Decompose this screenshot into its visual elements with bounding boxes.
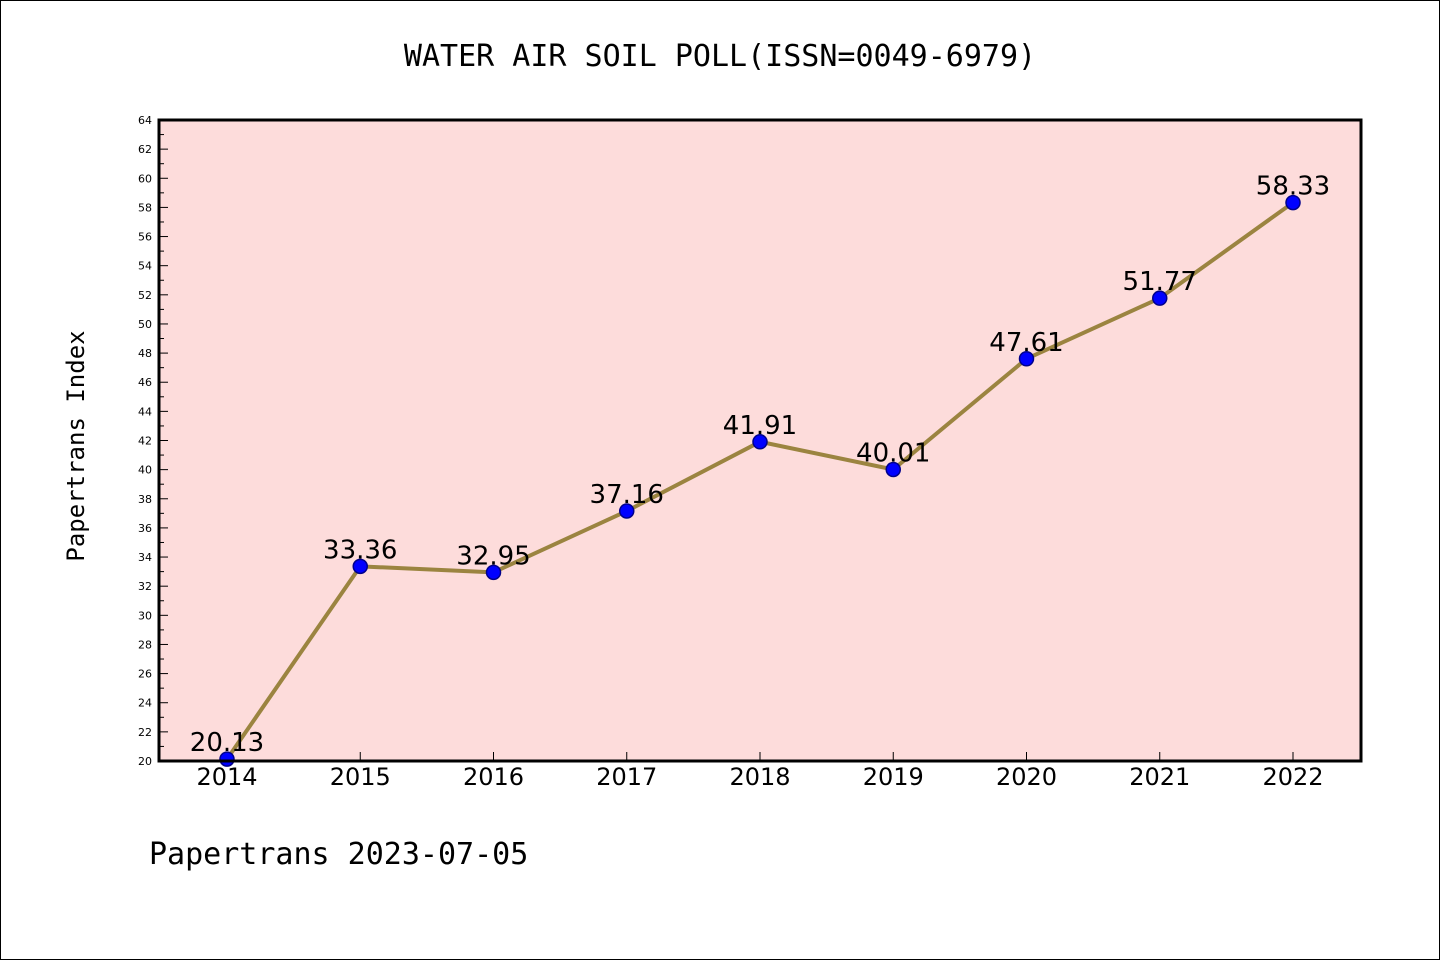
y-tick-label: 22 bbox=[138, 726, 152, 739]
data-point bbox=[1285, 194, 1301, 211]
chart-title: WATER AIR SOIL POLL(ISSN=0049-6979) bbox=[404, 39, 1036, 74]
y-axis-label: Papertrans Index bbox=[62, 330, 90, 561]
y-tick-label: 52 bbox=[138, 289, 152, 302]
y-tick-label: 60 bbox=[138, 172, 152, 185]
x-tick-label: 2014 bbox=[196, 763, 257, 791]
x-tick-label: 2016 bbox=[463, 763, 524, 791]
y-tick-label: 32 bbox=[138, 580, 152, 593]
x-axis: 2014 2015 2016 2017 2018 2019 2020 2021 2022 bbox=[196, 752, 1324, 791]
y-tick-label: 48 bbox=[138, 347, 152, 360]
data-point bbox=[485, 564, 502, 581]
data-label: 41.91 bbox=[723, 411, 797, 441]
data-markers bbox=[219, 194, 1301, 767]
data-labels: 20.13 33.36 32.95 37.16 41.91 40.01 47.61 51.77… bbox=[190, 172, 1330, 759]
y-tick-label: 34 bbox=[138, 551, 152, 564]
y-tick-label: 54 bbox=[138, 260, 152, 273]
y-tick-label: 36 bbox=[138, 522, 152, 535]
y-tick-label: 64 bbox=[138, 114, 152, 127]
x-tick-label: 2015 bbox=[330, 763, 391, 791]
data-label: 58.33 bbox=[1256, 172, 1330, 202]
data-label: 33.36 bbox=[323, 535, 397, 565]
x-tick-label: 2021 bbox=[1129, 763, 1190, 791]
data-label: 51.77 bbox=[1123, 267, 1197, 297]
data-point bbox=[752, 434, 768, 450]
x-tick-label: 2020 bbox=[996, 763, 1057, 791]
data-point bbox=[885, 461, 901, 478]
data-label: 47.61 bbox=[989, 328, 1063, 358]
y-tick-label: 26 bbox=[138, 668, 152, 681]
x-tick-label: 2019 bbox=[863, 763, 924, 791]
y-tick-label: 44 bbox=[138, 405, 152, 418]
data-point bbox=[352, 558, 368, 575]
data-point bbox=[1018, 351, 1035, 367]
x-tick-label: 2018 bbox=[729, 763, 790, 791]
y-tick-label: 42 bbox=[138, 435, 152, 448]
x-tick-label: 2022 bbox=[1262, 763, 1323, 791]
plot-border bbox=[157, 118, 1363, 763]
x-tick-label: 2017 bbox=[596, 763, 657, 791]
y-tick-label: 28 bbox=[138, 638, 152, 651]
y-tick-label: 20 bbox=[138, 755, 152, 768]
data-point bbox=[619, 503, 635, 519]
y-tick-label: 30 bbox=[138, 609, 152, 622]
y-tick-label: 62 bbox=[138, 143, 152, 156]
y-tick-label: 40 bbox=[138, 464, 152, 477]
y-axis: 20 22 24 26 28 30 32 34 36 38 40 42 44 46 48 50 52 54 56 58… bbox=[138, 114, 168, 768]
y-tick-label: 46 bbox=[138, 376, 152, 389]
data-label: 37.16 bbox=[590, 480, 664, 510]
y-tick-label: 50 bbox=[138, 318, 152, 331]
data-label: 40.01 bbox=[856, 438, 930, 468]
data-point bbox=[219, 751, 235, 767]
y-tick-label: 56 bbox=[138, 231, 152, 244]
y-tick-label: 58 bbox=[138, 201, 152, 214]
data-point bbox=[1152, 290, 1168, 306]
y-tick-label: 38 bbox=[138, 493, 152, 506]
data-label: 20.13 bbox=[190, 728, 264, 758]
y-tick-label: 24 bbox=[138, 697, 152, 710]
data-label: 32.95 bbox=[456, 541, 530, 571]
footer-text: Papertrans 2023-07-05 bbox=[149, 837, 528, 872]
